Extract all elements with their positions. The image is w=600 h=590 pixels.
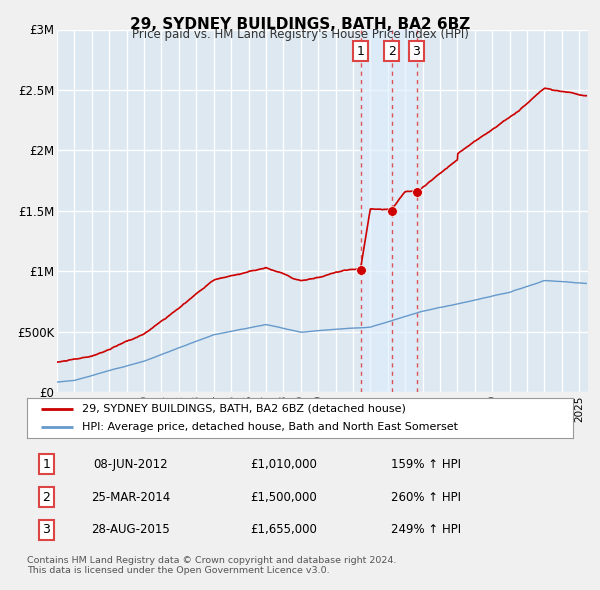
Text: 25-MAR-2014: 25-MAR-2014 [91, 490, 170, 504]
Text: £1,655,000: £1,655,000 [250, 523, 317, 536]
Text: 29, SYDNEY BUILDINGS, BATH, BA2 6BZ (detached house): 29, SYDNEY BUILDINGS, BATH, BA2 6BZ (det… [82, 404, 406, 414]
Text: £1,010,000: £1,010,000 [250, 458, 317, 471]
Text: Contains HM Land Registry data © Crown copyright and database right 2024.
This d: Contains HM Land Registry data © Crown c… [27, 556, 397, 575]
Text: 3: 3 [42, 523, 50, 536]
Text: 2: 2 [388, 45, 396, 58]
Text: 2: 2 [42, 490, 50, 504]
Text: 249% ↑ HPI: 249% ↑ HPI [391, 523, 461, 536]
Text: Price paid vs. HM Land Registry's House Price Index (HPI): Price paid vs. HM Land Registry's House … [131, 28, 469, 41]
Text: HPI: Average price, detached house, Bath and North East Somerset: HPI: Average price, detached house, Bath… [82, 421, 458, 431]
Text: 1: 1 [356, 45, 365, 58]
Text: 159% ↑ HPI: 159% ↑ HPI [391, 458, 461, 471]
Text: 08-JUN-2012: 08-JUN-2012 [94, 458, 168, 471]
Text: 3: 3 [413, 45, 421, 58]
Bar [361, 30, 416, 392]
Text: 260% ↑ HPI: 260% ↑ HPI [391, 490, 461, 504]
Text: £1,500,000: £1,500,000 [250, 490, 317, 504]
Text: 28-AUG-2015: 28-AUG-2015 [91, 523, 170, 536]
Text: 1: 1 [42, 458, 50, 471]
Text: 29, SYDNEY BUILDINGS, BATH, BA2 6BZ: 29, SYDNEY BUILDINGS, BATH, BA2 6BZ [130, 17, 470, 31]
